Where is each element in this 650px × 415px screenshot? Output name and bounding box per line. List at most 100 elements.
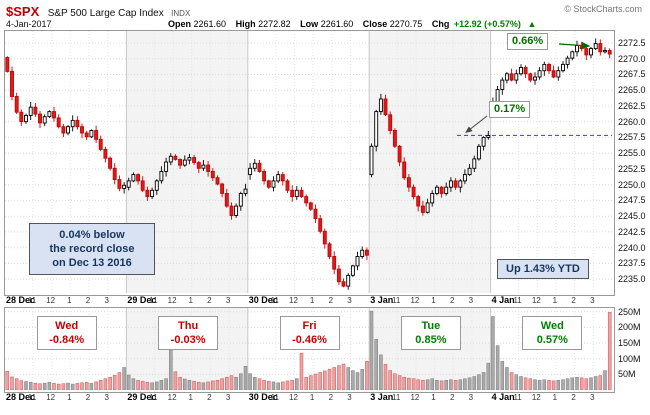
annotation-ytd: Up 1.43% YTD [497,259,589,279]
candle [369,145,374,176]
candle [103,148,108,159]
candle [430,193,435,204]
candle [38,113,42,124]
candle [112,167,117,181]
volume-bar [215,380,220,390]
candle [243,188,248,194]
volume-bar [75,383,80,390]
date-tick-label: 4 Jan [491,295,515,305]
volume-bar [5,370,10,390]
hour-tick-label: 12 [410,393,420,402]
hour-tick-label: 11 [513,296,522,305]
volume-bar [155,381,159,390]
candle [355,256,360,267]
date-tick-label: 30 Dec [248,295,278,305]
candle [346,274,351,287]
price-axis: 2272.5 2270.0 2267.5 2265.0 2262.5 2260.0 2257… [616,30,650,294]
candle [402,161,407,179]
volume-bar [477,374,481,390]
chg-label: Chg [431,19,450,29]
date-tick-label: 3 Jan [370,392,394,402]
candle [178,159,183,166]
candle [383,98,388,116]
hour-tick-label: 12 [167,296,177,305]
candle [575,45,579,53]
volume-bar [323,370,327,390]
candle [318,218,323,232]
hour-tick-label: 12 [289,393,298,402]
hour-tick-label: 11 [513,393,522,402]
candle [472,158,477,169]
candle [70,119,75,128]
volume-bar [444,380,448,390]
volume-bar [556,380,561,390]
day-change-weekday: Thu [178,320,199,332]
volume-bar [178,376,182,390]
volume-bar [281,381,285,390]
price-axis-label: 2252.5 [618,163,646,174]
candle [406,177,411,188]
candle [229,205,234,216]
volume-bar [159,380,164,390]
volume-bar [514,374,519,390]
price-axis-label: 2272.5 [618,37,646,48]
volume-bar [150,382,154,390]
volume-bar [374,339,378,390]
candle [565,57,570,65]
high-pct-arrow [558,41,591,50]
volume-bar [565,378,570,390]
candle [224,193,229,207]
candle [509,73,514,81]
candle [262,170,267,182]
volume-bar [407,377,411,390]
volume-bar [411,378,416,390]
candle [462,174,467,182]
time-axis-bottom: 28 Dec 11 12 1 2 3 29 Dec 11 12 1 2 3 30 Dec 11 12 1 2 3 3… [4,392,648,404]
hour-tick-label: 3 [468,393,474,402]
annotation-record-note: 0.04% below the record close on Dec 13 2… [29,223,155,275]
candle [500,79,505,90]
volume-axis-label: 150M [618,338,641,349]
candle [24,114,28,123]
volume-bar [551,380,556,390]
volume-bar [598,375,603,390]
volume-bar [416,379,420,390]
candle [476,145,481,160]
volume-bar [24,381,28,390]
volume-bar [579,377,584,390]
hour-tick-label: 12 [46,393,56,402]
candle [481,136,486,147]
price-axis-label: 2237.5 [618,258,646,269]
record-note-line1: 0.04% below [59,229,125,241]
ticker-symbol[interactable]: $SPX [6,4,40,19]
volume-bar [108,376,112,390]
candle [122,184,127,189]
volume-bar [463,378,467,390]
volume-bar [84,381,89,390]
volume-bar [262,380,266,390]
candle [108,157,113,169]
volume-bar [19,380,24,390]
candle [360,249,365,257]
chart-date: 4-Jan-2017 [6,19,52,29]
volume-bar [472,376,477,390]
candle [66,126,70,134]
day-change-box: Wed -0.84% [36,316,97,350]
hour-tick-label: 1 [67,393,72,402]
annotation-gap-pct: 0.17% [489,101,531,118]
date-tick-label: 29 Dec [127,392,157,402]
day-change-percent: 0.57% [536,334,568,346]
candle [56,117,61,128]
volume-bar [253,376,257,390]
hour-tick-label: 11 [27,393,37,402]
volume-bar [327,369,332,390]
hour-tick-label: 2 [571,296,576,305]
volume-bar [140,380,145,390]
hour-tick-label: 12 [531,296,541,305]
index-name: S&P 500 Large Cap Index [47,8,164,19]
volume-bar [117,372,122,390]
candle [89,130,94,138]
hour-tick-label: 2 [571,393,576,402]
candle [350,265,355,276]
volume-axis: 250M 200M 150M 100M 50M [616,307,650,391]
